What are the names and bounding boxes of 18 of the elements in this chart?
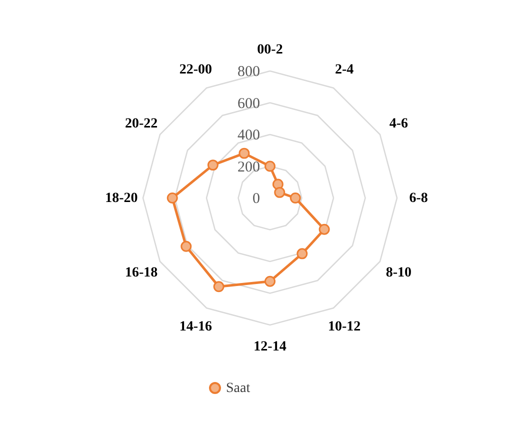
y-tick-label: 0 (252, 191, 260, 207)
spoke-label: 22-00 (179, 62, 212, 78)
y-tick-label: 600 (238, 96, 260, 112)
spoke-label: 12-14 (254, 340, 286, 355)
y-tick-label: 200 (238, 159, 260, 176)
spoke-label: 6-8 (409, 191, 428, 206)
spoke-label: 20-22 (124, 116, 158, 132)
spoke-label: 10-12 (328, 320, 361, 335)
spoke-label: 18-20 (105, 191, 138, 206)
spoke-label: 8-10 (386, 265, 412, 280)
spoke-label: 16-18 (124, 265, 158, 280)
y-tick-label: 400 (238, 128, 260, 144)
spoke-label: 4-6 (389, 116, 408, 132)
spoke-label: 14-16 (179, 320, 212, 335)
spoke-label: 00-2 (257, 42, 283, 58)
y-tick-label: 800 (238, 64, 260, 80)
legend-label: Saat (226, 381, 250, 396)
spoke-label: 2-4 (334, 62, 354, 78)
